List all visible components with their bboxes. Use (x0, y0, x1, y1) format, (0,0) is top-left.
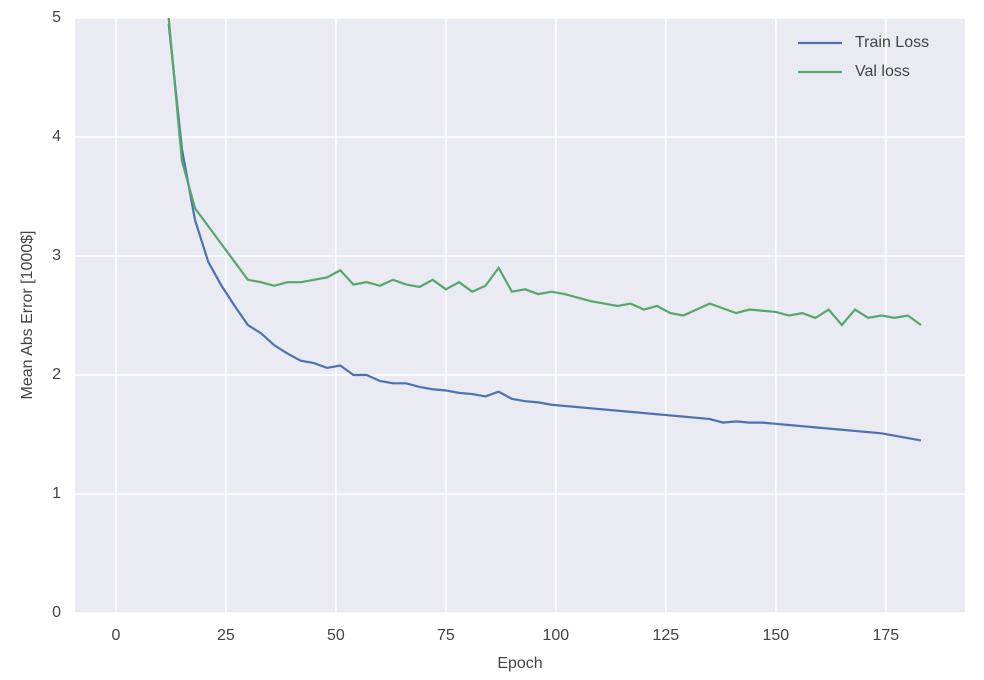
x-tick-label: 50 (327, 627, 345, 644)
y-tick-label: 4 (52, 128, 61, 145)
series-line (167, 18, 922, 327)
x-tick-label: 175 (872, 627, 899, 644)
legend: Train Loss Val loss (798, 34, 929, 80)
x-tick-label: 25 (217, 627, 235, 644)
y-tick-label: 2 (52, 366, 61, 383)
legend-label: Train Loss (855, 34, 929, 51)
y-axis-label: Mean Abs Error [1000$] (19, 231, 36, 400)
legend-label: Val loss (855, 63, 910, 80)
y-tick-label: 5 (52, 9, 61, 26)
series-line (167, 23, 922, 442)
lines (167, 18, 922, 442)
x-axis-label: Epoch (497, 655, 542, 672)
x-tick-label: 0 (111, 627, 120, 644)
x-tick-label: 100 (543, 627, 570, 644)
x-tick-label: 150 (762, 627, 789, 644)
x-tick-label: 125 (652, 627, 679, 644)
y-tick-label: 1 (52, 485, 61, 502)
x-tick-label: 75 (437, 627, 455, 644)
y-tick-label: 3 (52, 247, 61, 264)
y-tick-label: 0 (52, 604, 61, 621)
plot-area (75, 18, 965, 613)
